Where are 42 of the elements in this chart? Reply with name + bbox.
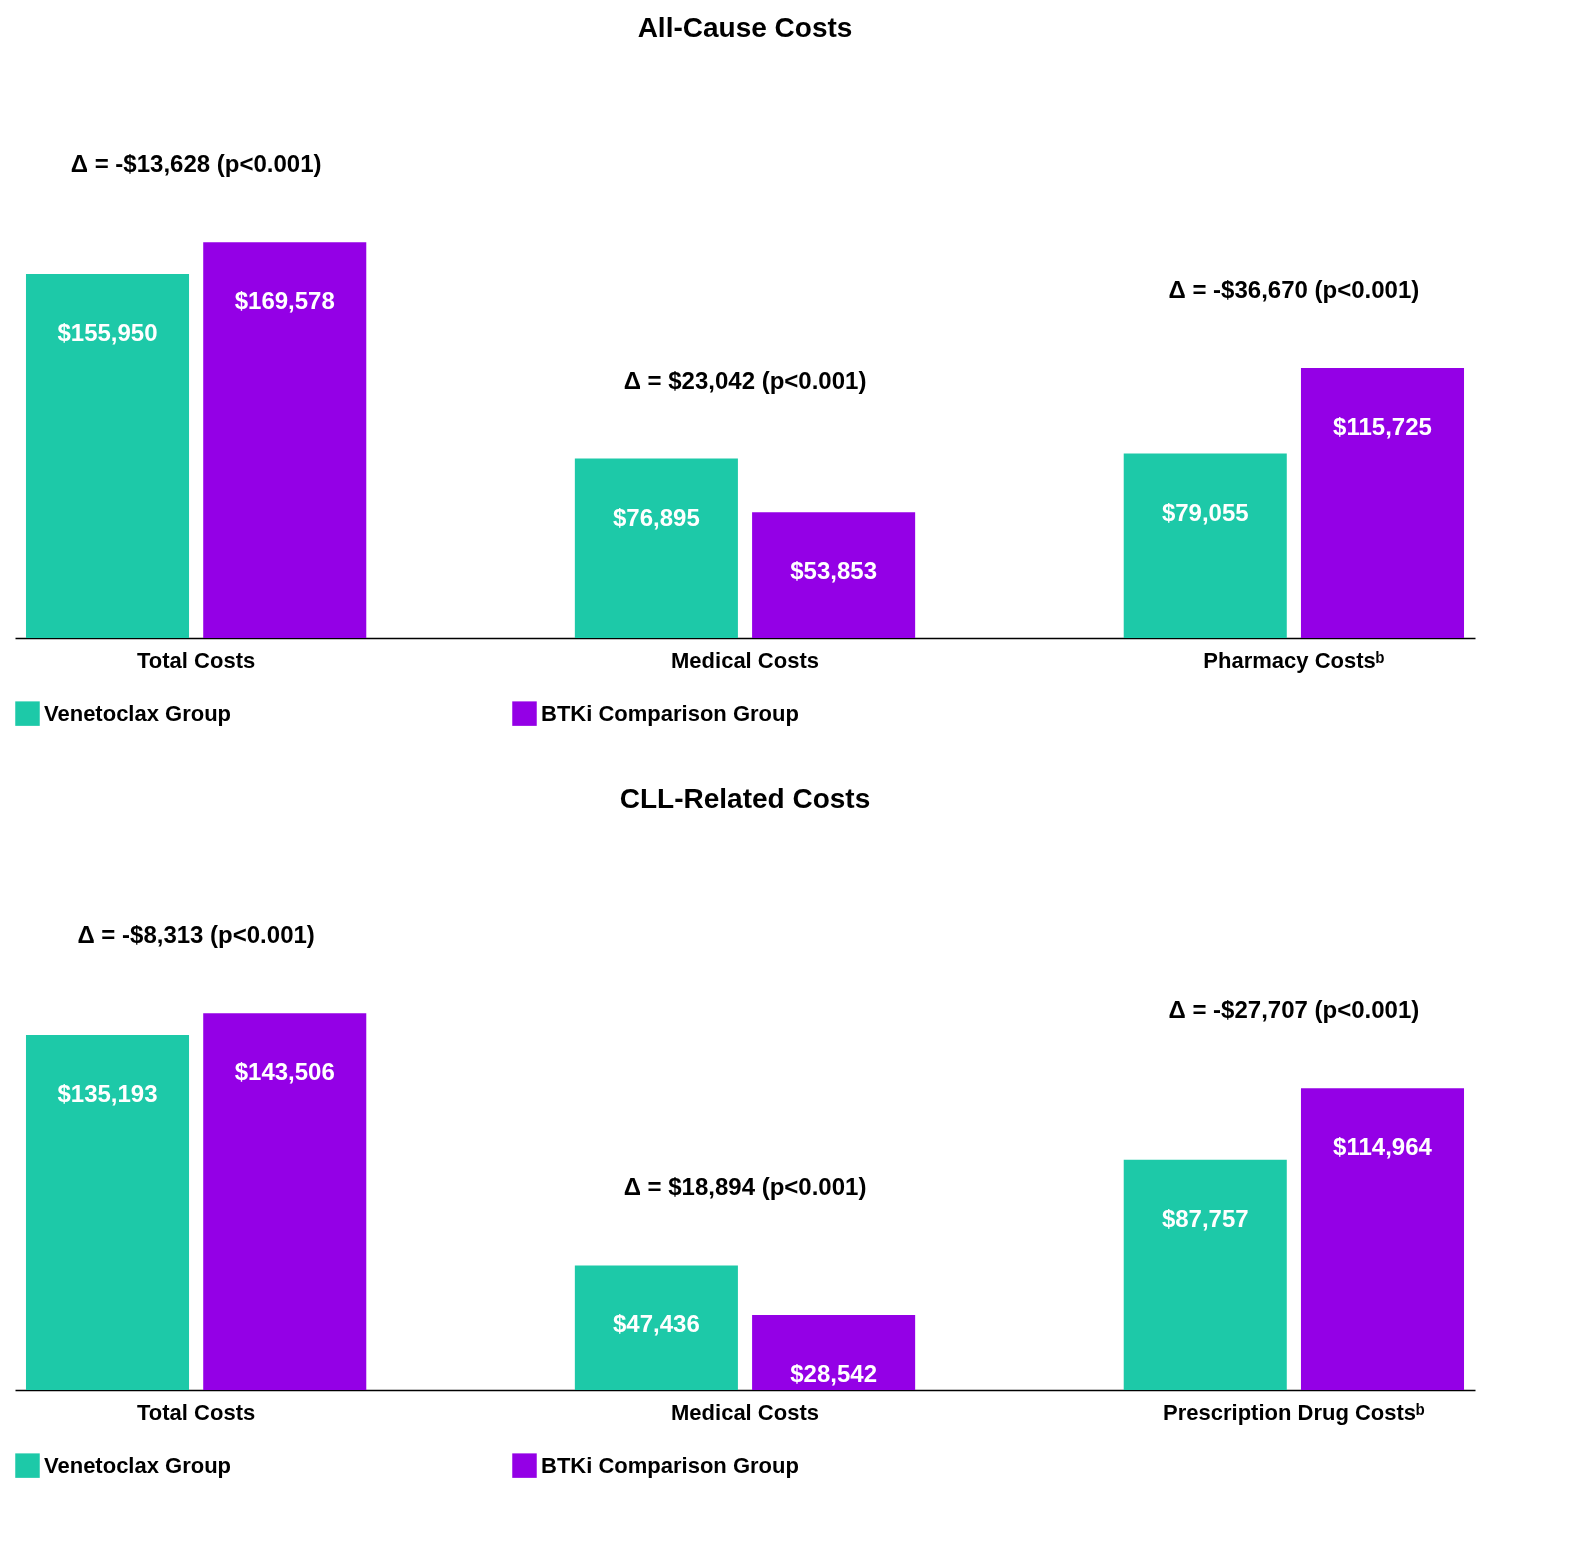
annotation: Δ = -$36,670 (p<0.001)	[1168, 275, 1420, 303]
data-label: $79,055	[1161, 498, 1249, 526]
bar	[1123, 453, 1287, 638]
x-tick-label: Total Costs	[137, 1399, 256, 1425]
legend-label: Venetoclax Group	[44, 700, 232, 726]
x-tick-label: Total Costs	[137, 647, 256, 673]
data-label: $76,895	[613, 503, 700, 531]
bar	[752, 512, 916, 638]
data-label: $28,542	[790, 1360, 877, 1388]
bar	[203, 242, 367, 638]
annotation: Δ = -$27,707 (p<0.001)	[1168, 996, 1420, 1024]
legend-label: BTKi Comparison Group	[541, 700, 799, 726]
annotation: Δ = $18,894 (p<0.001)	[623, 1173, 867, 1201]
data-label: $143,506	[234, 1058, 335, 1086]
bar	[203, 1013, 367, 1390]
bar	[1300, 1088, 1465, 1390]
bar	[1123, 1159, 1287, 1390]
chart-title: All-Cause Costs	[637, 12, 853, 44]
bar	[25, 274, 190, 638]
text: Δ = -$13,628 (p<0.001)	[70, 150, 322, 178]
bar	[1300, 367, 1465, 638]
legend-label: BTKi Comparison Group	[541, 1452, 799, 1478]
data-label: $155,950	[57, 319, 158, 347]
bar	[574, 1265, 738, 1390]
annotation: Δ = $23,042 (p<0.001)	[623, 366, 867, 394]
bar	[574, 458, 738, 638]
x-tick-label: Prescription Drug Costsᵇ	[1163, 1399, 1426, 1425]
data-label: $135,193	[57, 1080, 158, 1108]
x-tick-label: Pharmacy Costsᵇ	[1203, 647, 1385, 673]
chart-title: CLL-Related Costs	[619, 783, 871, 815]
legend-label: Venetoclax Group	[44, 1452, 232, 1478]
data-label: $115,725	[1333, 412, 1432, 440]
x-tick-label: Medical Costs	[671, 1399, 819, 1425]
data-label: $114,964	[1333, 1133, 1433, 1161]
data-label: $169,578	[234, 287, 335, 315]
data-label: $47,436	[613, 1310, 700, 1338]
bar	[25, 1035, 190, 1390]
data-label: $53,853	[790, 557, 877, 585]
text: Δ = -$8,313 (p<0.001)	[77, 921, 315, 949]
x-tick-label: Medical Costs	[671, 647, 819, 673]
data-label: $87,757	[1161, 1204, 1249, 1232]
bar	[752, 1315, 916, 1390]
